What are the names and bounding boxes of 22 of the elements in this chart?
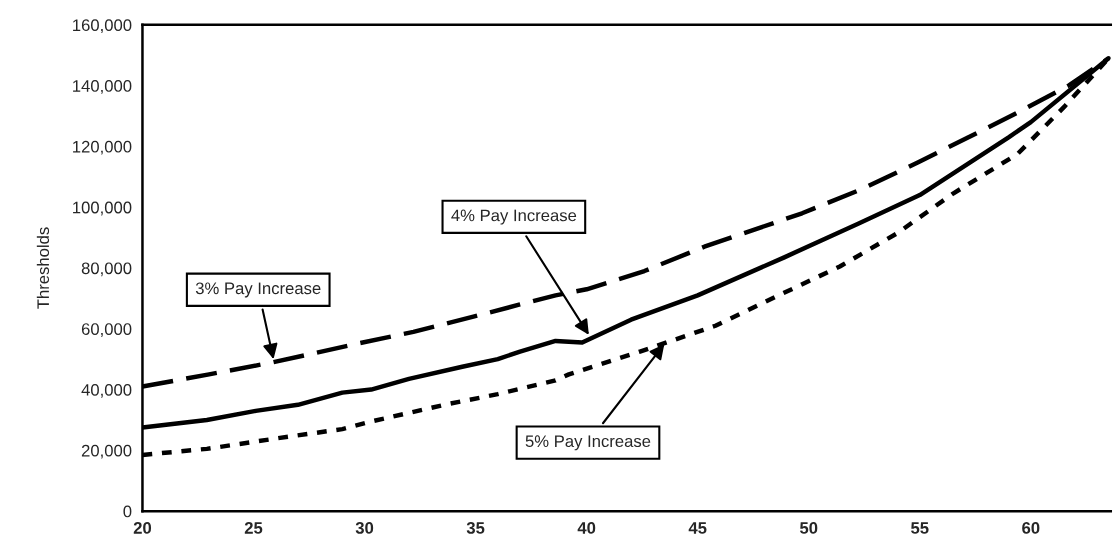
x-tick-label: 25 [244, 522, 263, 534]
x-tick-label: 45 [688, 522, 707, 534]
y-tick-label: 120,000 [73, 140, 132, 155]
y-tick-label: 80,000 [81, 262, 132, 277]
x-tick-label: 30 [355, 522, 374, 534]
annotation: 5% Pay Increase [525, 435, 651, 451]
x-tick-label: 50 [799, 522, 818, 534]
x-tick-label: 60 [1022, 522, 1040, 534]
y-tick-label: 20,000 [81, 444, 132, 459]
y-tick-label: 40,000 [81, 383, 132, 398]
x-tick-label: 40 [577, 522, 596, 534]
annotation: 4% Pay Increase [451, 209, 577, 225]
y-tick-label: 140,000 [73, 80, 132, 94]
x-tick-label: 55 [911, 522, 929, 534]
annotation: 3% Pay Increase [195, 282, 321, 298]
y-tick-label: 0 [123, 505, 132, 518]
y-tick-label: 60,000 [81, 323, 132, 337]
x-tick-label: 20 [133, 522, 152, 534]
y-tick-label: 160,000 [73, 19, 132, 34]
x-tick-label: 35 [466, 522, 485, 534]
y-axis-title: Thresholds [36, 227, 50, 309]
y-tick-label: 100,000 [73, 201, 132, 216]
